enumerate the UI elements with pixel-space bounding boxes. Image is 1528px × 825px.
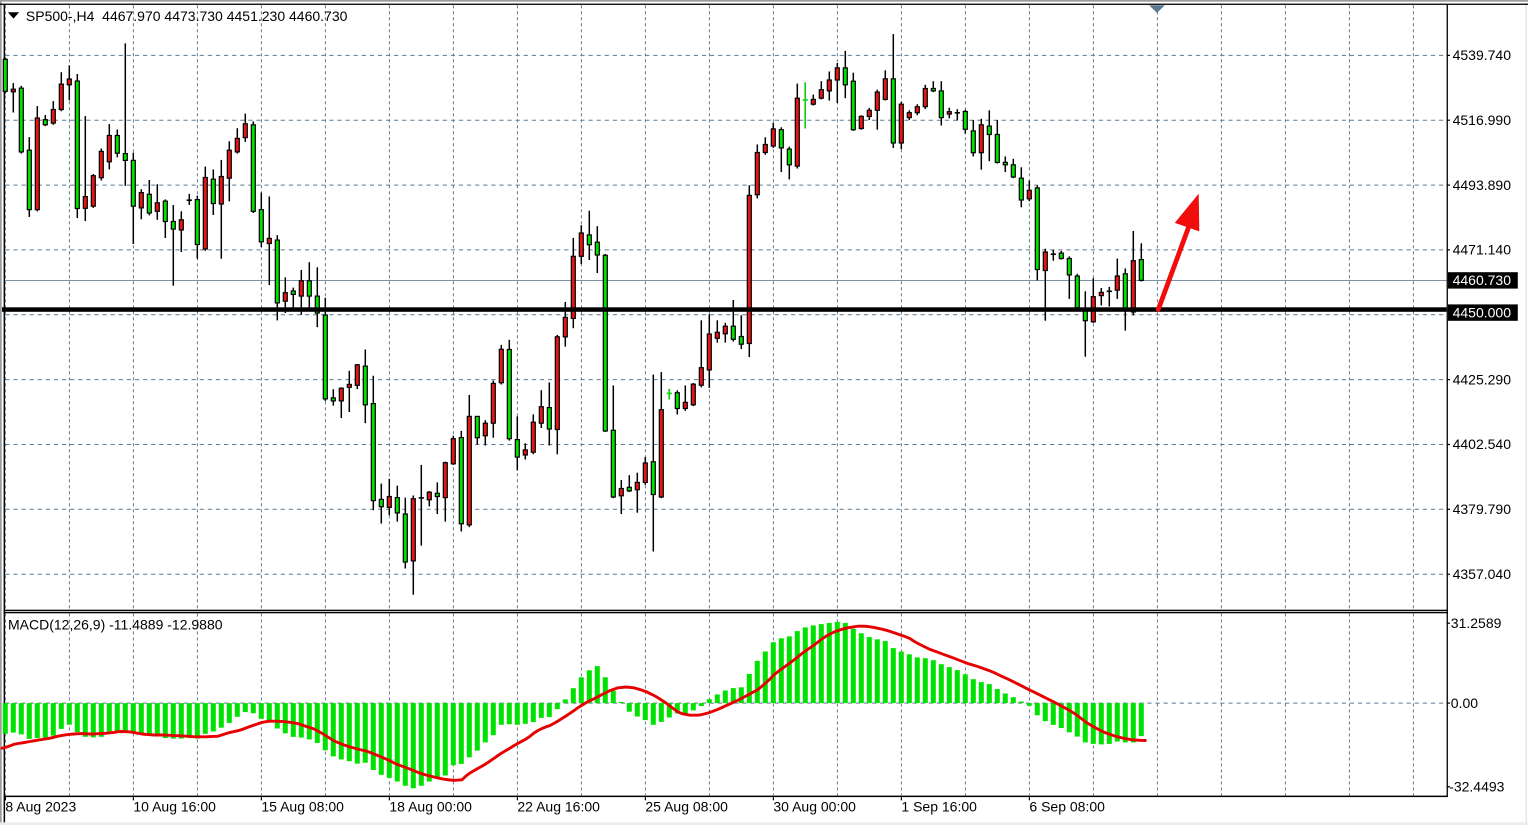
svg-text:0.00: 0.00 xyxy=(1451,695,1478,711)
svg-text:15 Aug 08:00: 15 Aug 08:00 xyxy=(261,799,344,815)
svg-text:SP500-,H4 4467.970 4473.730 4: SP500-,H4 4467.970 4473.730 4451.230 446… xyxy=(26,8,348,24)
svg-text:4357.040: 4357.040 xyxy=(1453,566,1512,582)
svg-text:25 Aug 08:00: 25 Aug 08:00 xyxy=(645,799,728,815)
svg-text:4516.990: 4516.990 xyxy=(1453,112,1512,128)
svg-text:8 Aug 2023: 8 Aug 2023 xyxy=(5,799,76,815)
svg-text:4539.740: 4539.740 xyxy=(1453,47,1512,63)
svg-text:4493.890: 4493.890 xyxy=(1453,177,1512,193)
svg-text:4425.290: 4425.290 xyxy=(1453,371,1512,387)
svg-text:4471.140: 4471.140 xyxy=(1453,242,1512,258)
svg-text:4450.000: 4450.000 xyxy=(1453,304,1512,320)
svg-text:4402.540: 4402.540 xyxy=(1453,436,1512,452)
svg-text:31.2589: 31.2589 xyxy=(1451,615,1502,631)
svg-text:6 Sep 08:00: 6 Sep 08:00 xyxy=(1029,799,1105,815)
svg-text:MACD(12,26,9) -11.4889 -12.988: MACD(12,26,9) -11.4889 -12.9880 xyxy=(8,617,223,633)
svg-text:4379.790: 4379.790 xyxy=(1453,501,1512,517)
svg-text:30 Aug 00:00: 30 Aug 00:00 xyxy=(773,799,856,815)
svg-text:10 Aug 16:00: 10 Aug 16:00 xyxy=(133,799,216,815)
svg-text:1 Sep 16:00: 1 Sep 16:00 xyxy=(901,799,977,815)
svg-text:18 Aug 00:00: 18 Aug 00:00 xyxy=(389,799,472,815)
svg-text:-32.4493: -32.4493 xyxy=(1449,779,1504,795)
svg-text:4460.730: 4460.730 xyxy=(1453,272,1512,288)
svg-text:22 Aug 16:00: 22 Aug 16:00 xyxy=(517,799,600,815)
